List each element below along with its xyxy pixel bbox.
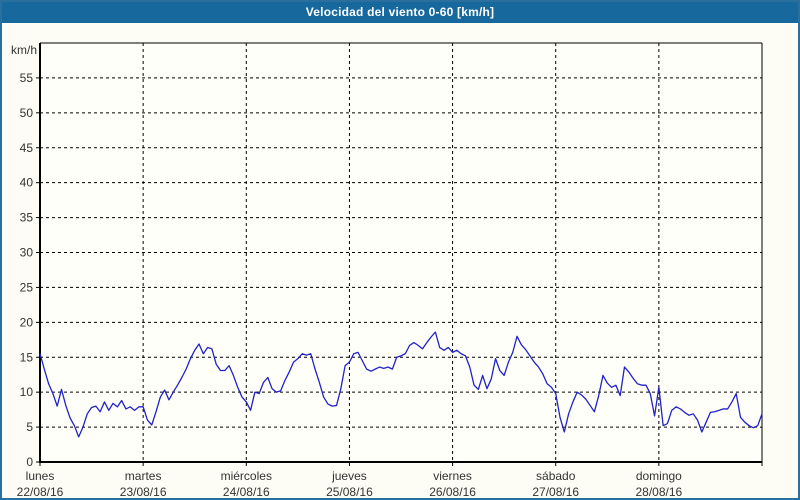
x-label-day-5: sábado — [536, 469, 576, 483]
y-tick-label-20: 20 — [20, 315, 34, 329]
y-tick-label-40: 40 — [20, 176, 34, 190]
x-label-day-1: martes — [125, 469, 162, 483]
wind-speed-series-line — [39, 331, 763, 438]
y-tick-label-0: 0 — [26, 455, 33, 469]
y-tick-label-10: 10 — [20, 385, 34, 399]
y-tick-label-55: 55 — [20, 71, 34, 85]
y-tick-label-30: 30 — [20, 246, 34, 260]
x-label-day-0: lunes — [26, 469, 55, 483]
title-bar: Velocidad del viento 0-60 [km/h] — [2, 2, 798, 23]
x-label-day-3: jueves — [331, 469, 367, 483]
y-tick-label-50: 50 — [20, 106, 34, 120]
x-label-date-4: 26/08/16 — [429, 485, 476, 498]
y-tick-label-15: 15 — [20, 350, 34, 364]
y-tick-label-25: 25 — [20, 280, 34, 294]
x-label-date-1: 23/08/16 — [120, 485, 167, 498]
y-tick-label-35: 35 — [20, 211, 34, 225]
x-label-date-6: 28/08/16 — [635, 485, 682, 498]
x-label-day-2: miércoles — [221, 469, 272, 483]
x-label-date-0: 22/08/16 — [17, 485, 64, 498]
x-label-day-4: viernes — [433, 469, 472, 483]
chart-title: Velocidad del viento 0-60 [km/h] — [305, 5, 495, 19]
x-label-date-2: 24/08/16 — [223, 485, 270, 498]
y-axis-unit-label: km/h — [11, 43, 37, 57]
y-tick-label-45: 45 — [20, 141, 34, 155]
x-label-date-3: 25/08/16 — [326, 485, 373, 498]
y-tick-label-5: 5 — [26, 420, 33, 434]
x-label-date-5: 27/08/16 — [532, 485, 579, 498]
x-label-day-6: domingo — [636, 469, 682, 483]
